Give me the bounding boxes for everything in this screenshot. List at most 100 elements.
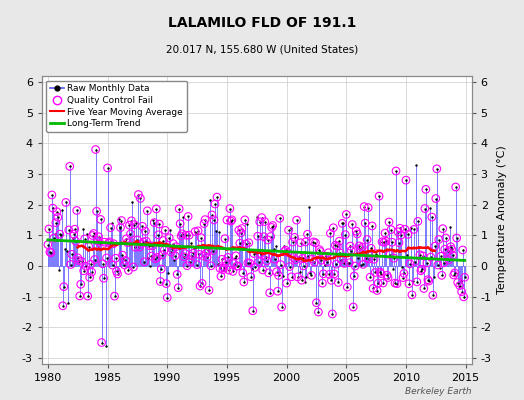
Point (235, 227, 243, 233)
Point (225, 267, 233, 273)
Point (202, 250, 210, 256)
Point (270, 256, 279, 262)
Point (134, 191, 143, 198)
Point (366, 274, 374, 280)
Point (204, 247, 212, 254)
Text: 20.017 N, 155.680 W (United States): 20.017 N, 155.680 W (United States) (166, 44, 358, 54)
Point (319, 271, 328, 277)
Point (368, 223, 376, 229)
Point (111, 293, 119, 299)
Point (211, 201, 219, 207)
Point (64, 227, 73, 233)
Point (377, 270, 385, 277)
Point (259, 234, 268, 240)
Point (208, 212, 216, 218)
Point (59, 302, 67, 309)
Point (94, 234, 103, 240)
Point (277, 304, 286, 310)
Point (81, 236, 89, 242)
Point (180, 254, 188, 260)
Point (374, 280, 383, 286)
Point (365, 256, 373, 262)
Point (309, 239, 318, 245)
Point (387, 226, 395, 233)
Point (203, 254, 211, 260)
Point (126, 231, 135, 237)
Point (207, 263, 215, 269)
Point (154, 232, 162, 238)
Point (267, 233, 275, 240)
Point (285, 227, 293, 233)
Point (325, 271, 334, 278)
Point (186, 259, 194, 265)
Point (311, 240, 320, 246)
Point (195, 251, 203, 258)
Point (203, 254, 211, 260)
Point (195, 251, 203, 258)
Point (186, 259, 194, 265)
Point (334, 279, 343, 286)
Point (214, 261, 222, 267)
Point (359, 261, 367, 268)
Point (275, 272, 283, 279)
Point (52, 208, 61, 215)
Point (124, 267, 133, 274)
Point (453, 279, 462, 286)
Point (455, 282, 464, 289)
Point (246, 260, 254, 266)
Point (45, 226, 53, 232)
Point (162, 280, 170, 287)
Point (96, 216, 105, 223)
Point (310, 259, 319, 266)
Point (123, 240, 132, 246)
Point (444, 257, 453, 263)
Point (350, 273, 358, 279)
Point (85, 274, 94, 281)
Point (375, 193, 383, 199)
Point (274, 288, 282, 294)
Point (373, 287, 381, 294)
Point (177, 233, 185, 239)
Point (373, 287, 381, 294)
Point (283, 249, 292, 256)
Point (118, 252, 127, 258)
Point (303, 231, 312, 238)
Point (59, 302, 67, 309)
Point (302, 274, 311, 280)
Point (298, 255, 307, 262)
Point (163, 294, 171, 301)
Point (253, 214, 261, 220)
Point (443, 248, 452, 255)
Point (146, 263, 155, 270)
Point (85, 274, 94, 281)
Point (353, 231, 362, 237)
Legend: Raw Monthly Data, Quality Control Fail, Five Year Moving Average, Long-Term Tren: Raw Monthly Data, Quality Control Fail, … (47, 80, 187, 132)
Point (450, 272, 458, 278)
Point (68, 251, 76, 258)
Point (136, 195, 145, 202)
Point (196, 283, 204, 289)
Point (406, 260, 414, 267)
Point (165, 234, 173, 241)
Point (423, 260, 431, 266)
Point (60, 284, 68, 290)
Point (217, 273, 225, 280)
Point (394, 228, 402, 235)
Point (86, 261, 95, 268)
Point (178, 230, 187, 237)
Point (178, 230, 187, 237)
Point (133, 237, 141, 243)
Point (155, 221, 163, 227)
Point (94, 234, 103, 240)
Point (71, 226, 79, 232)
Point (421, 205, 429, 212)
Point (297, 277, 305, 284)
Point (424, 278, 433, 284)
Point (263, 258, 271, 264)
Point (336, 250, 344, 256)
Point (53, 214, 62, 220)
Point (129, 264, 138, 270)
Point (422, 186, 430, 192)
Point (352, 228, 361, 234)
Point (235, 227, 243, 233)
